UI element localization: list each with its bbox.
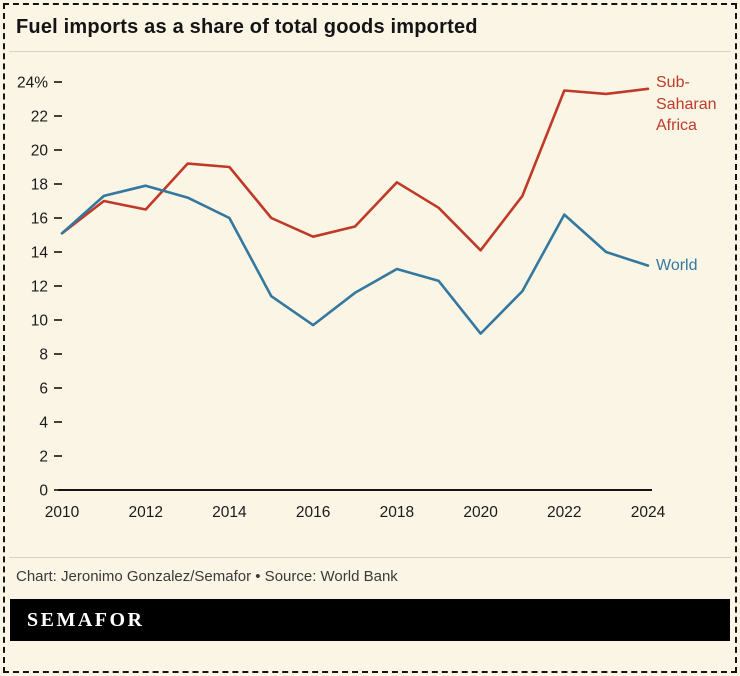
svg-text:12: 12	[31, 279, 48, 296]
series-label-world: World	[656, 257, 698, 274]
svg-text:2010: 2010	[45, 504, 80, 521]
chart-credit: Chart: Jeronimo Gonzalez/Semafor • Sourc…	[9, 557, 731, 597]
svg-text:20: 20	[31, 143, 49, 160]
svg-text:2020: 2020	[463, 504, 498, 521]
svg-text:14: 14	[31, 245, 49, 262]
chart-area: 0 2 4 6 8 10 12 14 16 18 20 22 24% 2010 2012 2014 2016 20…	[0, 52, 740, 557]
svg-text:8: 8	[39, 347, 48, 364]
svg-text:2: 2	[39, 449, 48, 466]
svg-text:24%: 24%	[17, 75, 48, 92]
series-label-sub-saharan-africa: Sub-Saharan Africa	[656, 74, 717, 135]
title-divider	[9, 51, 731, 52]
svg-text:2022: 2022	[547, 504, 581, 521]
svg-text:2024: 2024	[631, 504, 666, 521]
svg-text:10: 10	[31, 313, 49, 330]
svg-text:22: 22	[31, 109, 48, 126]
svg-text:2012: 2012	[128, 504, 162, 521]
page-title: Fuel imports as a share of total goods i…	[16, 16, 478, 38]
svg-text:16: 16	[31, 211, 48, 228]
brand-bar: SEMAFOR	[10, 599, 730, 641]
svg-text:2014: 2014	[212, 504, 247, 521]
svg-text:2018: 2018	[380, 504, 414, 521]
svg-text:2016: 2016	[296, 504, 330, 521]
svg-text:4: 4	[39, 415, 48, 432]
svg-text:18: 18	[31, 177, 48, 194]
svg-text:6: 6	[39, 381, 48, 398]
semafor-logo: SEMAFOR	[27, 608, 145, 631]
svg-text:0: 0	[39, 483, 48, 500]
